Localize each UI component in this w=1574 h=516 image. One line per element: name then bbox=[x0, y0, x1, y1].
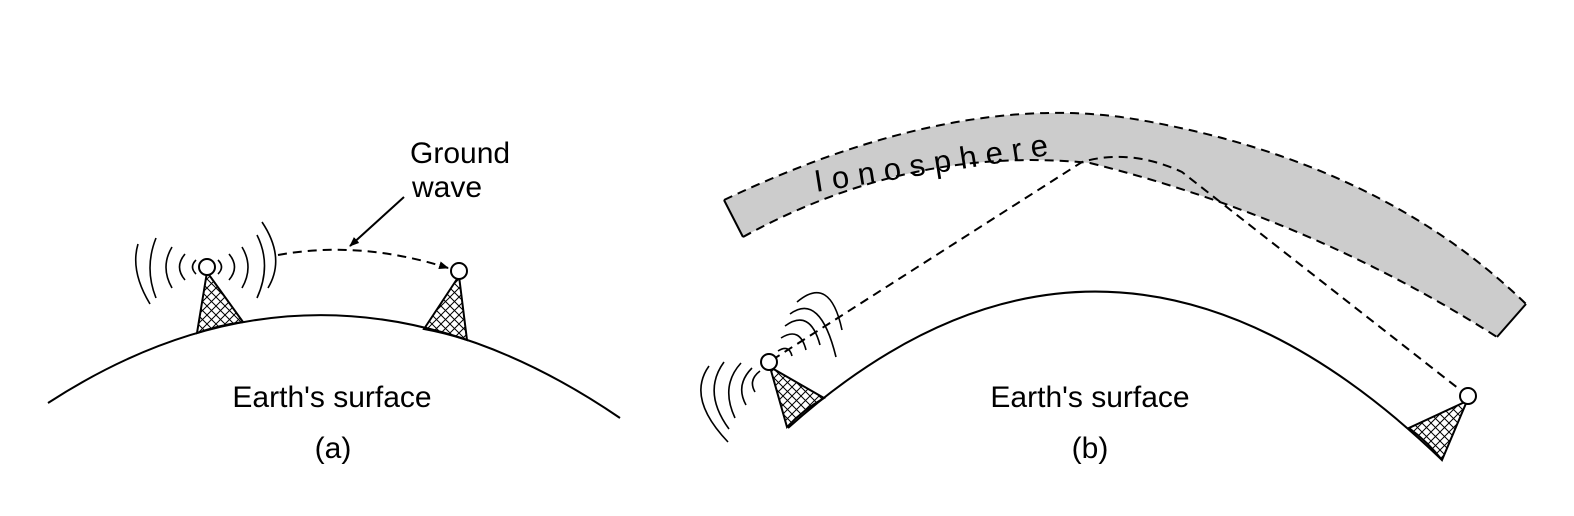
radio-waves-icon-a bbox=[134, 221, 277, 305]
receive-tower-icon-b bbox=[1407, 387, 1477, 462]
earth-surface-curve-b bbox=[787, 290, 1443, 461]
ionosphere-lower-edge bbox=[742, 159, 1498, 338]
earth-surface-label-b: Earth's surface bbox=[990, 381, 1189, 414]
ionosphere-upper-edge bbox=[723, 111, 1527, 305]
panel-a: Ground wave Earth's surface (a) bbox=[47, 137, 621, 465]
transmit-tower-icon-b bbox=[760, 353, 827, 429]
earth-surface-label-a: Earth's surface bbox=[232, 381, 431, 414]
ground-wave-label-line1: Ground bbox=[410, 137, 510, 170]
receive-tower-icon-a bbox=[422, 262, 469, 342]
ground-wave-pointer-arrow bbox=[349, 196, 405, 247]
earth-surface-curve-a bbox=[47, 314, 621, 419]
panel-b: Ionosphere Earth's surface bbox=[700, 111, 1527, 465]
ionosphere-end-right bbox=[1496, 303, 1527, 338]
panel-label-b: (b) bbox=[1072, 432, 1109, 465]
ground-wave-path bbox=[277, 248, 449, 270]
transmit-tower-icon-a bbox=[195, 258, 245, 335]
sky-wave-path bbox=[771, 155, 1469, 397]
ionosphere-band bbox=[724, 112, 1526, 337]
ground-wave-label-line2: wave bbox=[411, 171, 482, 204]
ionosphere-end-left bbox=[723, 199, 744, 238]
radio-waves-icon-b bbox=[700, 291, 843, 443]
panel-label-a: (a) bbox=[315, 432, 352, 465]
